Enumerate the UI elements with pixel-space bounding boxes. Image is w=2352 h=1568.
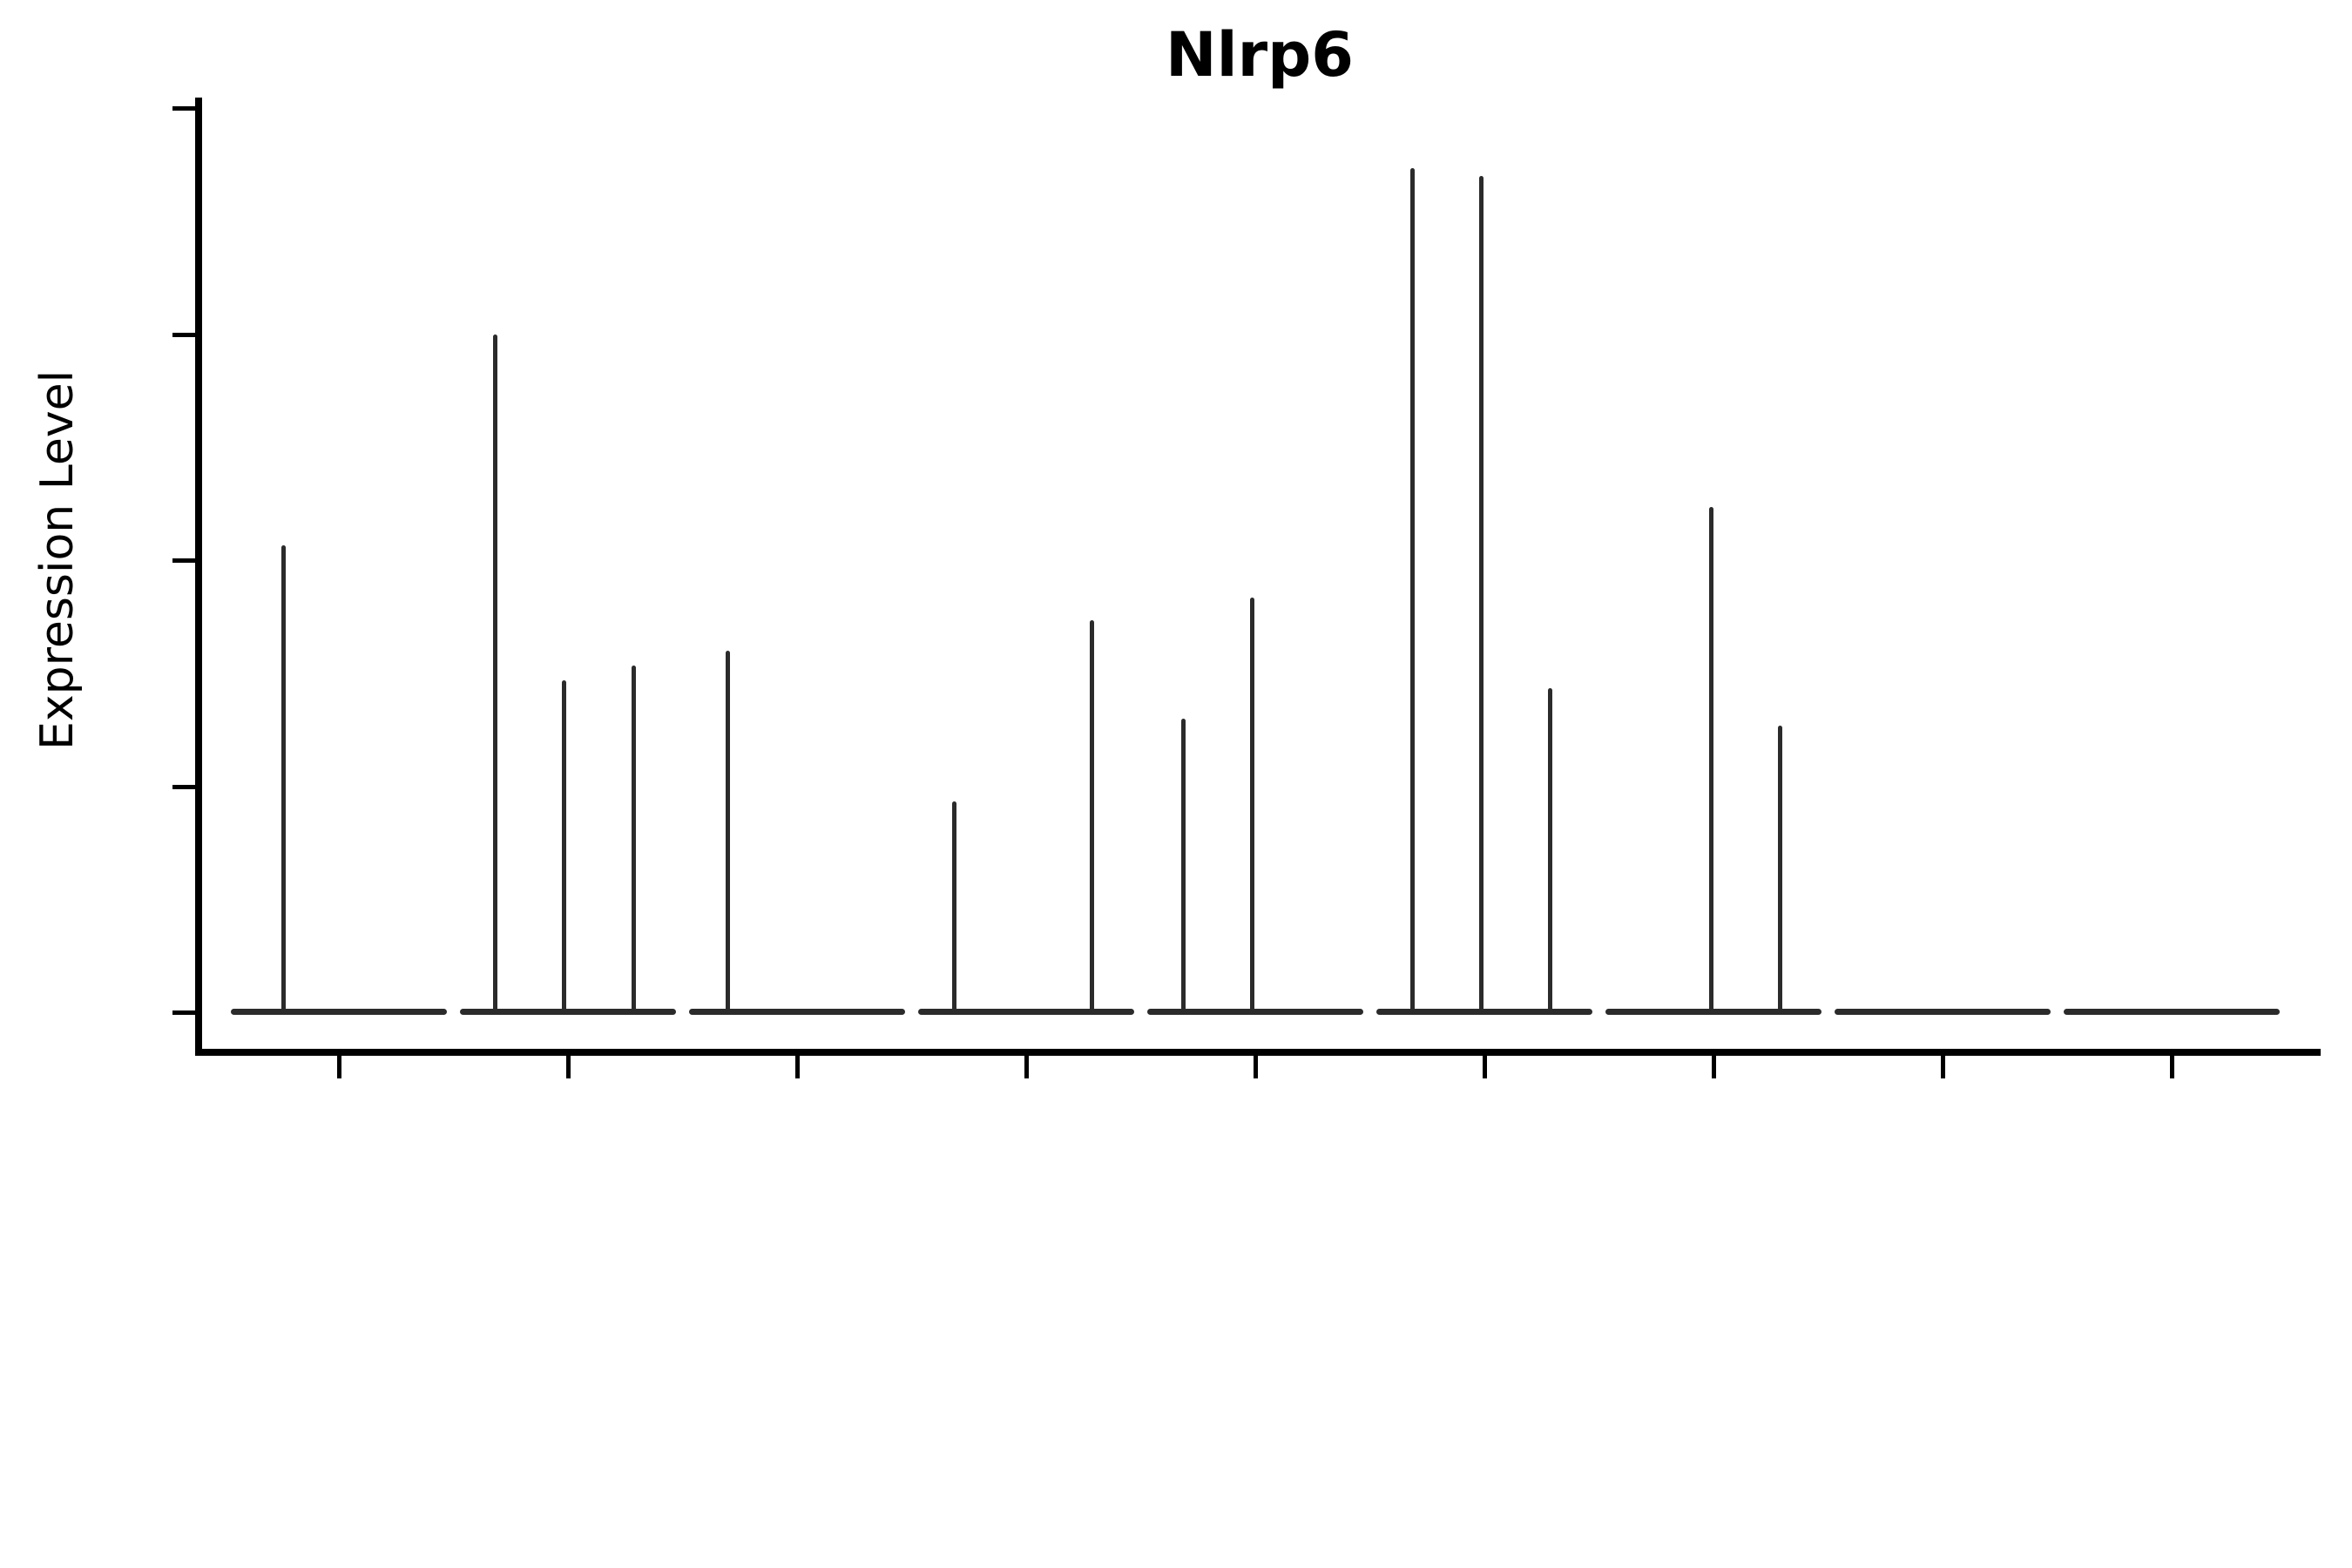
chart-title: Nlrp6 bbox=[1166, 19, 1354, 91]
y-tick-mark bbox=[172, 558, 195, 563]
y-axis-label: Expression Level bbox=[31, 369, 84, 751]
violin-stem bbox=[1410, 168, 1415, 1014]
violin-stem bbox=[1479, 175, 1484, 1014]
x-axis-spine bbox=[195, 1049, 2321, 1056]
y-tick-mark bbox=[172, 106, 195, 111]
violin-baseline bbox=[231, 1009, 447, 1015]
violin-stem bbox=[726, 650, 730, 1014]
violin-baseline bbox=[918, 1009, 1134, 1015]
x-tick-mark bbox=[1712, 1056, 1716, 1078]
violin-baseline bbox=[1376, 1009, 1592, 1015]
violin-stem bbox=[1181, 718, 1186, 1014]
violin-stem bbox=[281, 544, 286, 1014]
x-tick-mark bbox=[1941, 1056, 1945, 1078]
x-tick-mark bbox=[337, 1056, 341, 1078]
violin-stem bbox=[1548, 688, 1552, 1014]
violin-stem bbox=[1778, 726, 1782, 1014]
violin-stem bbox=[1250, 598, 1254, 1014]
y-axis-spine bbox=[195, 98, 202, 1056]
violin-stem bbox=[562, 680, 566, 1014]
x-tick-mark bbox=[1483, 1056, 1487, 1078]
violin-baseline bbox=[689, 1009, 905, 1015]
x-tick-mark bbox=[1024, 1056, 1029, 1078]
x-tick-mark bbox=[795, 1056, 800, 1078]
violin-stem bbox=[493, 334, 497, 1014]
y-tick-mark bbox=[172, 1010, 195, 1015]
violin-baseline bbox=[2064, 1009, 2280, 1015]
violin-stem bbox=[952, 801, 956, 1014]
violin-baseline bbox=[1147, 1009, 1363, 1015]
violin-stem bbox=[632, 666, 636, 1014]
violin-stem bbox=[1709, 507, 1713, 1014]
violin-stem bbox=[1090, 620, 1094, 1014]
y-tick-mark bbox=[172, 784, 195, 789]
violin-baseline bbox=[1605, 1009, 1821, 1015]
y-tick-mark bbox=[172, 332, 195, 337]
x-tick-mark bbox=[2170, 1056, 2174, 1078]
violin-baseline bbox=[1835, 1009, 2051, 1015]
x-tick-mark bbox=[566, 1056, 571, 1078]
x-tick-mark bbox=[1254, 1056, 1258, 1078]
violin-baseline bbox=[460, 1009, 676, 1015]
